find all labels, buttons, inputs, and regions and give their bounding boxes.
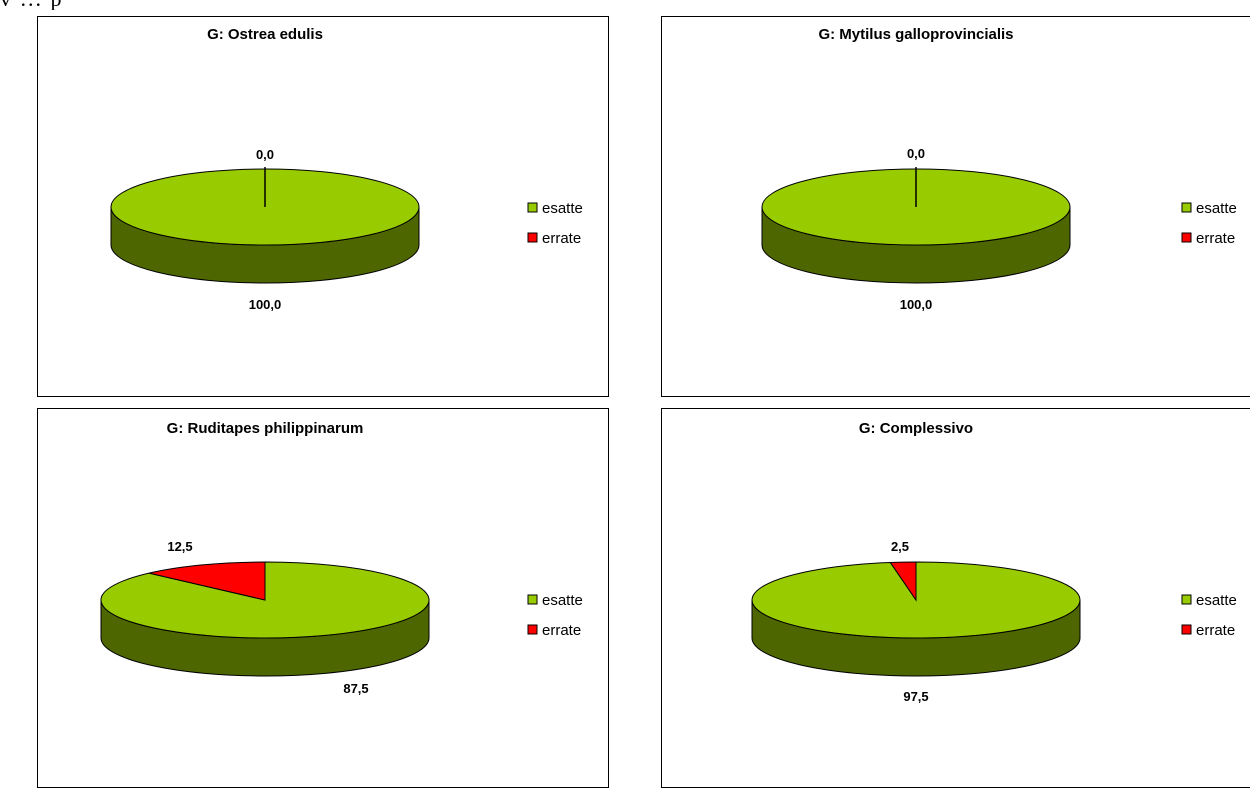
pie-chart-ruditapes-philippinarum: G: Ruditapes philippinarum 12,5 87,5 esatte… — [100, 420, 583, 696]
legend-label-errate: errate — [1196, 622, 1235, 639]
chart-legend: esatte errate — [1181, 200, 1237, 247]
legend-swatch-esatte — [1181, 202, 1192, 213]
legend-swatch-errate — [527, 232, 538, 243]
data-label-errate: 0,0 — [256, 147, 274, 162]
legend-swatch-esatte — [527, 202, 538, 213]
chart-title: G: Mytilus galloprovincialis — [818, 26, 1013, 43]
chart-legend: esatte errate — [527, 200, 583, 247]
chart-title: G: Ruditapes philippinarum — [167, 420, 364, 437]
chart-legend: esatte errate — [1181, 592, 1237, 639]
data-label-esatte: 100,0 — [249, 297, 282, 312]
data-label-errate: 12,5 — [167, 539, 192, 554]
legend-swatch-esatte — [1181, 594, 1192, 605]
chart-title: G: Complessivo — [859, 420, 973, 437]
pie-chart-complessivo: G: Complessivo 2,5 97,5 esatte errate — [751, 420, 1237, 704]
pie-chart-ostrea-edulis: G: Ostrea edulis 0,0 100,0 esatte errate — [110, 26, 583, 312]
data-label-esatte: 87,5 — [343, 681, 368, 696]
legend-swatch-errate — [1181, 624, 1192, 635]
pie-slice-errate — [148, 561, 266, 601]
pie-slice-errate — [889, 561, 917, 602]
legend-swatch-esatte — [527, 594, 538, 605]
legend-swatch-errate — [527, 624, 538, 635]
legend-swatch-errate — [1181, 232, 1192, 243]
page-text-fragment-text: v ... p — [0, 0, 64, 10]
chart-title: G: Ostrea edulis — [207, 26, 323, 43]
data-label-errate: 2,5 — [891, 539, 909, 554]
data-label-esatte: 100,0 — [900, 297, 933, 312]
legend-label-esatte: esatte — [542, 592, 583, 609]
legend-label-errate: errate — [1196, 230, 1235, 247]
legend-label-esatte: esatte — [542, 200, 583, 217]
chart-panel-complessivo: G: Complessivo 2,5 97,5 esatte errate — [661, 408, 1250, 788]
pie-slice-esatte — [100, 561, 430, 639]
page-text-fragment: v ... p — [0, 0, 140, 10]
chart-panel-mytilus-galloprovincialis: G: Mytilus galloprovincialis 0,0 100,0 esat… — [661, 16, 1250, 397]
pie-chart-mytilus-galloprovincialis: G: Mytilus galloprovincialis 0,0 100,0 esat… — [761, 26, 1237, 312]
chart-panel-ruditapes-philippinarum: G: Ruditapes philippinarum 12,5 87,5 esatte… — [37, 408, 609, 788]
legend-label-errate: errate — [542, 622, 581, 639]
chart-legend: esatte errate — [527, 592, 583, 639]
data-label-esatte: 97,5 — [903, 689, 928, 704]
legend-label-esatte: esatte — [1196, 592, 1237, 609]
chart-panel-ostrea-edulis: G: Ostrea edulis 0,0 100,0 esatte errate — [37, 16, 609, 397]
legend-label-errate: errate — [542, 230, 581, 247]
data-label-errate: 0,0 — [907, 146, 925, 161]
legend-label-esatte: esatte — [1196, 200, 1237, 217]
